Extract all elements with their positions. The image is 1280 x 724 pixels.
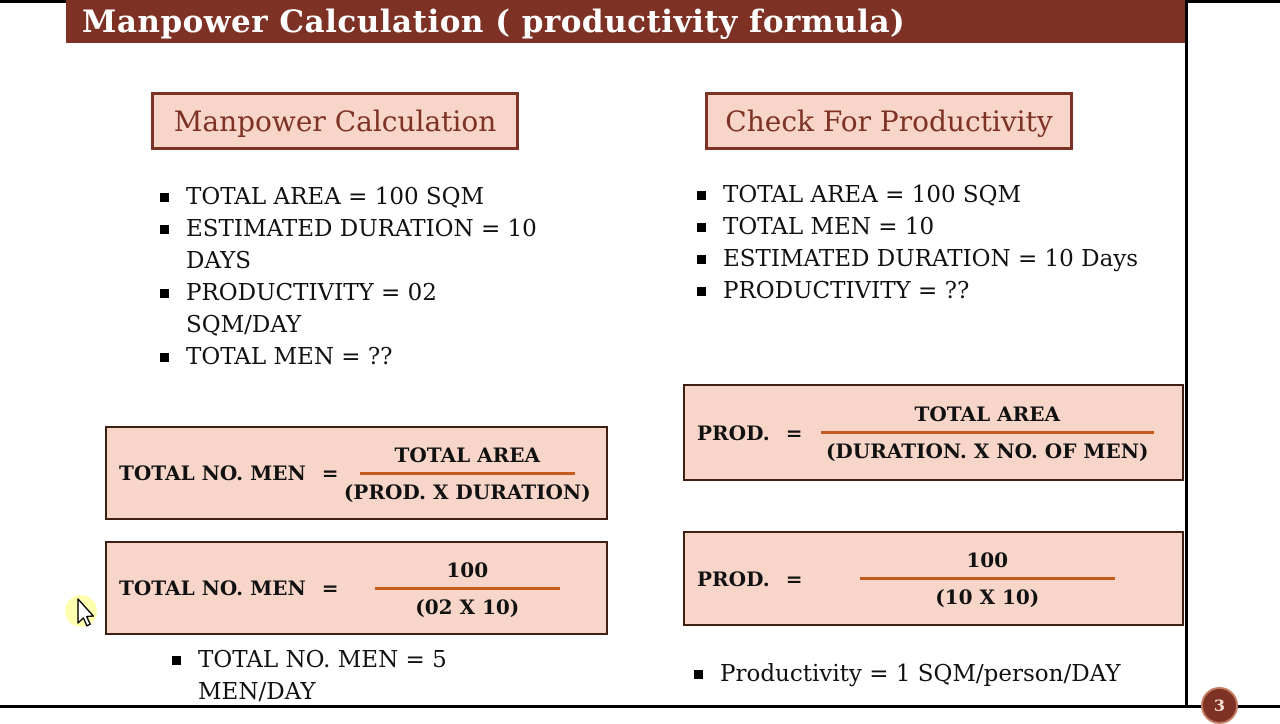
left-bullet-list: TOTAL AREA = 100 SQM ESTIMATED DURATION … (160, 181, 565, 373)
bullet-square-icon (697, 255, 706, 264)
frame-border-bottom (0, 705, 1280, 708)
fraction-denominator: (02 X 10) (415, 594, 520, 619)
fraction-numerator: 100 (446, 557, 489, 582)
list-item: TOTAL MEN = 10 (697, 211, 1182, 243)
fraction: 100 (10 X 10) (802, 548, 1172, 609)
list-item: TOTAL AREA = 100 SQM (160, 181, 565, 213)
arrow-cursor-icon (77, 598, 95, 627)
fraction-line (859, 577, 1115, 580)
right-result-list: Productivity = 1 SQM/person/DAY (694, 658, 1184, 690)
list-item: Productivity = 1 SQM/person/DAY (694, 658, 1184, 690)
right-formula-values-box: PROD. = 100 (10 X 10) (683, 531, 1184, 626)
slide-number-badge: 3 (1201, 687, 1238, 724)
bullet-square-icon (694, 670, 703, 679)
fraction-numerator: TOTAL AREA (394, 442, 541, 467)
bullet-text: TOTAL MEN = ?? (186, 344, 393, 370)
bullet-square-icon (697, 191, 706, 200)
right-formula-general-box: PROD. = TOTAL AREA (DURATION. X NO. OF M… (683, 384, 1184, 481)
result-text: TOTAL NO. MEN = 5 MEN/DAY (198, 647, 447, 705)
bullet-square-icon (697, 287, 706, 296)
bullet-square-icon (160, 193, 169, 202)
bullet-square-icon (697, 223, 706, 232)
bullet-square-icon (172, 656, 181, 665)
list-item: ESTIMATED DURATION = 10 Days (697, 243, 1182, 275)
bullet-text: TOTAL AREA = 100 SQM (723, 182, 1022, 208)
bullet-text: TOTAL MEN = 10 (723, 214, 935, 240)
right-header-text: Check For Productivity (725, 104, 1053, 138)
list-item: TOTAL MEN = ?? (160, 341, 565, 373)
equals-sign: = (785, 420, 803, 445)
slide-title: Manpower Calculation ( productivity form… (82, 3, 906, 40)
title-bar: Manpower Calculation ( productivity form… (66, 0, 1185, 43)
bullet-text: PRODUCTIVITY = 02 SQM/DAY (186, 280, 437, 338)
formula-lhs: PROD. (697, 566, 770, 591)
list-item: PRODUCTIVITY = 02 SQM/DAY (160, 277, 565, 341)
bullet-text: ESTIMATED DURATION = 10 DAYS (186, 216, 537, 274)
result-text: Productivity = 1 SQM/person/DAY (720, 661, 1121, 687)
list-item: TOTAL NO. MEN = 5 MEN/DAY (172, 644, 482, 708)
fraction: TOTAL AREA (PROD. X DURATION) (339, 443, 596, 504)
fraction-line (359, 471, 575, 475)
fraction: 100 (02 X 10) (339, 558, 596, 619)
formula-lhs: TOTAL NO. MEN (119, 461, 306, 485)
fraction-line (820, 431, 1154, 434)
list-item: ESTIMATED DURATION = 10 DAYS (160, 213, 565, 277)
equals-sign: = (321, 461, 339, 485)
slide-number: 3 (1213, 696, 1226, 715)
fraction-denominator: (PROD. X DURATION) (343, 479, 591, 504)
bullet-text: TOTAL AREA = 100 SQM (186, 184, 485, 210)
right-bullet-list: TOTAL AREA = 100 SQM TOTAL MEN = 10 ESTI… (697, 179, 1182, 307)
right-header-box: Check For Productivity (705, 92, 1073, 150)
left-header-box: Manpower Calculation (151, 92, 519, 150)
frame-border-right (1185, 0, 1188, 708)
left-formula-values-box: TOTAL NO. MEN = 100 (02 X 10) (105, 541, 608, 635)
bullet-square-icon (160, 353, 169, 362)
equals-sign: = (785, 566, 803, 591)
fraction: TOTAL AREA (DURATION. X NO. OF MEN) (802, 402, 1172, 463)
fraction-numerator: 100 (966, 548, 1009, 572)
bullet-square-icon (160, 225, 169, 234)
bullet-text: ESTIMATED DURATION = 10 Days (723, 246, 1139, 272)
fraction-denominator: (10 X 10) (935, 585, 1040, 609)
formula-lhs: PROD. (697, 420, 770, 445)
left-result-list: TOTAL NO. MEN = 5 MEN/DAY (172, 644, 482, 708)
bullet-text: PRODUCTIVITY = ?? (723, 278, 970, 304)
fraction-denominator: (DURATION. X NO. OF MEN) (825, 439, 1149, 463)
list-item: TOTAL AREA = 100 SQM (697, 179, 1182, 211)
left-header-text: Manpower Calculation (173, 104, 497, 138)
left-formula-general-box: TOTAL NO. MEN = TOTAL AREA (PROD. X DURA… (105, 426, 608, 520)
fraction-line (374, 586, 560, 590)
equals-sign: = (321, 576, 339, 600)
list-item: PRODUCTIVITY = ?? (697, 275, 1182, 307)
bullet-square-icon (160, 289, 169, 298)
mouse-cursor (65, 595, 97, 627)
formula-lhs: TOTAL NO. MEN (119, 576, 306, 600)
fraction-numerator: TOTAL AREA (914, 402, 1060, 426)
